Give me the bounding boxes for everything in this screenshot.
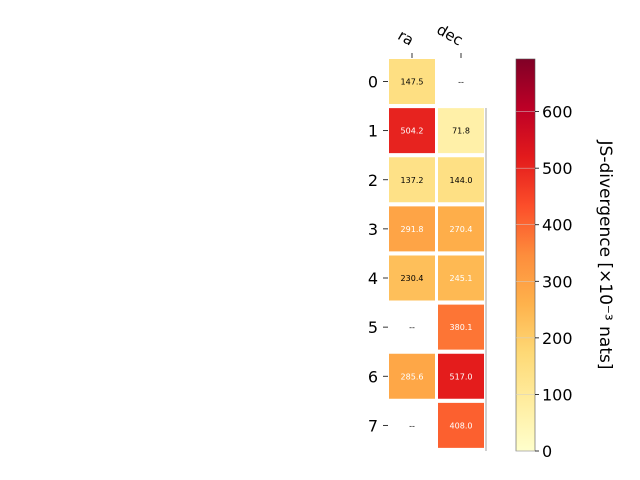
cell-label-6-0: 285.6 (401, 372, 424, 381)
row-label-0: 0 (368, 73, 378, 92)
cell-label-1-1: 71.8 (452, 127, 470, 136)
row-label-6: 6 (368, 367, 378, 386)
cell-label-0-0: 147.5 (401, 78, 424, 87)
row-label-4: 4 (368, 269, 378, 288)
heatmap-cell-1-0 (389, 108, 435, 154)
heatmap-cell-0-0 (389, 59, 435, 104)
row-label-7: 7 (368, 416, 378, 435)
colorbar-tick-label-300: 300 (542, 272, 573, 291)
heatmap-cell-4-1 (438, 255, 484, 301)
colorbar-gradient (515, 58, 536, 452)
heatmap-cell-2-0 (389, 157, 435, 203)
colorbar-ticks: 0 100 200 300 400 500 600 (516, 103, 573, 461)
row-label-3: 3 (368, 220, 378, 239)
row-label-1: 1 (368, 122, 378, 141)
cell-label-0-1: -- (458, 78, 464, 87)
heatmap-cell-7-1 (438, 402, 484, 448)
heatmap-cell-3-1 (438, 206, 484, 252)
cell-label-5-1: 380.1 (450, 323, 473, 332)
heatmap-cells: 147.5 -- 504.2 71.8 137.2 144.0 291.8 270.4 230.… (389, 59, 487, 451)
cell-label-1-0: 504.2 (401, 127, 424, 136)
cell-label-2-0: 137.2 (401, 176, 424, 185)
colorbar-label: JS-divergence [×10⁻³ nats] (595, 140, 615, 370)
cell-label-4-0: 230.4 (401, 274, 424, 283)
heatmap-cell-6-1 (438, 353, 484, 399)
colorbar-tick-label-500: 500 (542, 159, 573, 178)
heatmap-cell-1-1 (438, 108, 484, 154)
heatmap-cell-6-0 (389, 353, 435, 399)
heatmap-cell-2-1 (438, 157, 484, 203)
colorbar-tick-label-200: 200 (542, 329, 573, 348)
cell-label-3-0: 291.8 (401, 225, 424, 234)
heatmap-cell-4-0 (389, 255, 435, 301)
colorbar-tick-label-400: 400 (542, 216, 573, 235)
colorbar-tick-label-100: 100 (542, 385, 573, 404)
cell-label-6-1: 517.0 (450, 372, 473, 381)
heatmap-cell-5-1 (438, 304, 484, 350)
row-labels: 0 1 2 3 4 5 6 7 (368, 73, 388, 435)
column-label-ra: ra (395, 26, 417, 49)
column-labels: ra dec (395, 20, 466, 58)
row-label-2: 2 (368, 171, 378, 190)
row-label-5: 5 (368, 318, 378, 337)
cell-label-3-1: 270.4 (450, 225, 473, 234)
colorbar: 0 100 200 300 400 500 600 JS-divergence [×10⁻³… (515, 58, 615, 461)
colorbar-tick-label-600: 600 (542, 103, 573, 122)
cell-label-5-0: -- (409, 323, 415, 332)
heatmap-cell-3-0 (389, 206, 435, 252)
cell-label-7-1: 408.0 (450, 421, 473, 430)
colorbar-tick-label-0: 0 (542, 442, 552, 461)
cell-label-4-1: 245.1 (450, 274, 473, 283)
cell-label-2-1: 144.0 (450, 176, 473, 185)
cell-label-7-0: -- (409, 421, 415, 430)
column-label-dec: dec (434, 20, 466, 49)
